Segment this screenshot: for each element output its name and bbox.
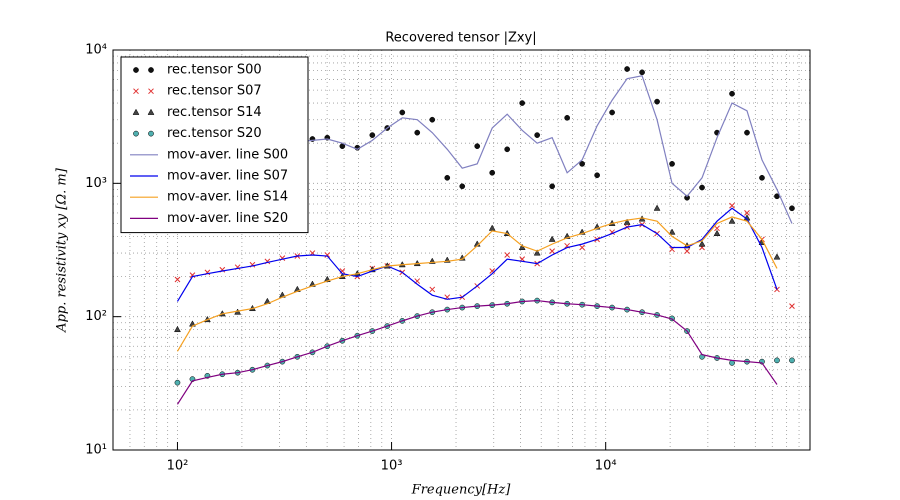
x-axis-label: Frequency[Hz]	[411, 483, 512, 498]
legend-label: rec.tensor S00	[167, 63, 262, 78]
point	[148, 130, 154, 137]
legend-box	[120, 56, 309, 234]
point	[713, 229, 721, 237]
point	[698, 240, 706, 247]
point	[639, 69, 645, 76]
series-line	[176, 299, 778, 405]
legend-label: mov-aver. line S07	[167, 169, 288, 184]
point	[174, 379, 181, 386]
chart-title: Recovered tensor |Zxy|	[385, 31, 536, 46]
point	[729, 202, 735, 209]
y-tick-label: 10¹	[85, 443, 107, 458]
point	[744, 210, 750, 216]
point	[774, 357, 780, 364]
y-tick-label: 10³	[85, 176, 107, 191]
y-tick-label: 10⁴	[85, 43, 107, 58]
point	[533, 249, 541, 256]
point	[669, 160, 675, 167]
series-line	[176, 207, 778, 302]
point	[519, 100, 526, 106]
point	[549, 183, 555, 190]
point	[324, 252, 331, 258]
point	[699, 184, 705, 191]
point	[654, 98, 660, 105]
legend-label: rec.tensor S14	[167, 105, 262, 120]
point	[714, 225, 720, 232]
legend-label: rec.tensor S20	[167, 126, 262, 141]
y-axis-label: App. resistivity xy [Ω. m]	[55, 167, 70, 333]
legend-label: mov-aver. line S14	[167, 190, 288, 205]
point	[489, 169, 496, 176]
point	[429, 286, 436, 293]
point	[504, 146, 511, 153]
plot-frame	[112, 49, 811, 451]
point	[594, 172, 600, 179]
point	[444, 174, 451, 181]
x-tick-label: 10³	[381, 459, 403, 474]
point	[414, 129, 421, 136]
point	[474, 143, 481, 150]
point	[174, 325, 181, 333]
point	[339, 268, 346, 274]
point	[579, 244, 585, 251]
point	[504, 252, 511, 258]
point	[623, 218, 631, 225]
point	[728, 217, 736, 224]
point	[729, 90, 735, 97]
point	[684, 194, 690, 201]
point	[133, 130, 139, 137]
point	[133, 67, 139, 73]
point	[789, 303, 795, 309]
point	[624, 66, 630, 72]
point	[773, 253, 781, 260]
legend: rec.tensor S00 rec.tensor S07 rec.tensor S…	[120, 56, 309, 234]
point	[744, 129, 750, 136]
y-tick-label: 10²	[85, 309, 107, 324]
point	[564, 114, 570, 121]
series-line	[176, 216, 778, 352]
point	[548, 235, 556, 242]
point	[579, 160, 585, 167]
point	[774, 286, 780, 293]
point	[369, 132, 376, 138]
legend-label: rec.tensor S07	[167, 84, 262, 99]
point	[459, 183, 466, 190]
legend-label: mov-aver. line S20	[167, 211, 288, 226]
point	[133, 88, 139, 95]
point	[148, 67, 154, 73]
point	[534, 132, 541, 138]
point	[549, 248, 556, 255]
legend-label: mov-aver. line S00	[167, 147, 288, 162]
x-tick-label: 10⁴	[595, 459, 617, 474]
point	[653, 204, 661, 211]
point	[609, 109, 615, 116]
point	[789, 357, 795, 364]
series-line	[297, 75, 793, 224]
point	[174, 276, 181, 283]
point	[147, 108, 155, 115]
point	[668, 228, 676, 235]
point	[148, 88, 154, 95]
point	[759, 174, 765, 181]
point	[399, 109, 406, 116]
x-tick-label: 10²	[167, 459, 189, 474]
point	[488, 224, 496, 231]
point	[429, 116, 436, 123]
point	[132, 108, 140, 115]
point	[518, 243, 526, 250]
point	[789, 205, 795, 212]
point	[684, 248, 690, 255]
